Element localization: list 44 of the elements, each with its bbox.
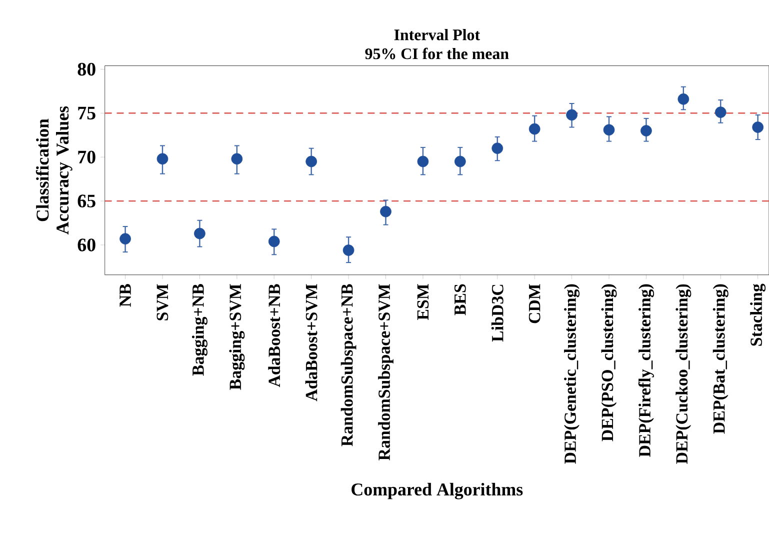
x-tick-label: RandomSubspace+SVM bbox=[378, 284, 394, 461]
point bbox=[454, 156, 466, 168]
x-tick-label: DEP(Bat_clustering) bbox=[712, 284, 728, 434]
point bbox=[417, 156, 429, 168]
point bbox=[231, 153, 243, 165]
y-tick-label: 80 bbox=[78, 63, 96, 76]
point bbox=[194, 228, 206, 240]
point bbox=[603, 124, 615, 136]
chart-title: Interval Plot bbox=[394, 29, 480, 40]
x-tick-label: LibD3C bbox=[491, 285, 504, 342]
y-axis-title: Classification Accuracy Values bbox=[36, 106, 72, 235]
x-tick-label: DEP(Firefly_clustering) bbox=[638, 284, 654, 458]
point bbox=[120, 233, 131, 245]
point bbox=[268, 236, 280, 248]
y-tick-label: 70 bbox=[78, 150, 96, 164]
y-tick-label: 75 bbox=[78, 107, 96, 120]
x-tick-label: DEP(PSO_clustering) bbox=[601, 284, 617, 442]
x-tick-label: ESM bbox=[417, 284, 429, 320]
x-tick-label: AdaBoost+SVM bbox=[305, 284, 318, 402]
x-tick-label: NB bbox=[120, 284, 131, 307]
x-tick-label: BES bbox=[454, 284, 466, 316]
point bbox=[380, 206, 392, 218]
x-tick-label: DEP(Cuckoo_clustering) bbox=[676, 284, 692, 464]
y-tick-label: 60 bbox=[78, 238, 96, 252]
point bbox=[342, 244, 354, 256]
point bbox=[492, 142, 504, 154]
x-tick-label: Bagging+NB bbox=[192, 284, 208, 376]
point bbox=[156, 153, 168, 165]
x-tick-label: CDM bbox=[528, 284, 540, 324]
x-tick-label: Stacking bbox=[750, 284, 766, 346]
x-tick-label: AdaBoost+NB bbox=[268, 284, 280, 388]
point bbox=[678, 94, 690, 105]
x-axis-title: Compared Algorithms bbox=[352, 483, 523, 500]
x-tick-label: Bagging+SVM bbox=[229, 284, 245, 390]
y-tick-label: 65 bbox=[78, 194, 96, 208]
x-tick-label: RandomSubspace+NB bbox=[340, 284, 356, 446]
chart-subtitle: 95% CI for the mean bbox=[365, 48, 509, 60]
point bbox=[640, 125, 652, 137]
point bbox=[714, 106, 726, 118]
point bbox=[528, 123, 540, 135]
point bbox=[566, 109, 578, 121]
x-tick-label: SVM bbox=[156, 284, 168, 320]
x-tick-label: DEP(Genetic_clustering) bbox=[564, 284, 580, 464]
point bbox=[306, 156, 318, 168]
